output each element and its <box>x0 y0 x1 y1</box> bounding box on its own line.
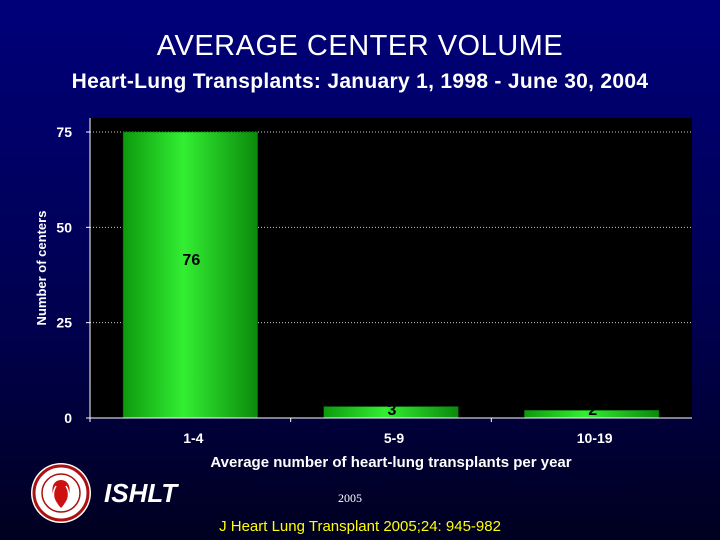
bar-data-label: 2 <box>588 402 597 419</box>
year-label: 2005 <box>338 491 362 505</box>
x-tick-label: 5-9 <box>384 430 404 446</box>
x-axis-title: Average number of heart-lung transplants… <box>210 454 571 471</box>
y-axis-title: Number of centers <box>34 211 49 326</box>
citation: J Heart Lung Transplant 2005;24: 945-982 <box>219 518 501 535</box>
org-name: ISHLT <box>104 478 178 508</box>
bar-data-label: 76 <box>182 252 200 269</box>
slide-title: AVERAGE CENTER VOLUME <box>156 30 564 62</box>
slide-subtitle: Heart-Lung Transplants: January 1, 1998 … <box>71 70 649 93</box>
y-tick-label: 50 <box>56 219 72 235</box>
y-tick-label: 0 <box>64 410 72 426</box>
bar-data-label: 3 <box>388 402 397 419</box>
bar <box>122 131 258 419</box>
x-tick-label: 1-4 <box>183 430 203 446</box>
ishlt-seal-icon <box>31 463 91 523</box>
y-tick-label: 75 <box>56 124 72 140</box>
x-tick-label: 10-19 <box>577 430 613 446</box>
y-tick-label: 25 <box>56 315 72 331</box>
